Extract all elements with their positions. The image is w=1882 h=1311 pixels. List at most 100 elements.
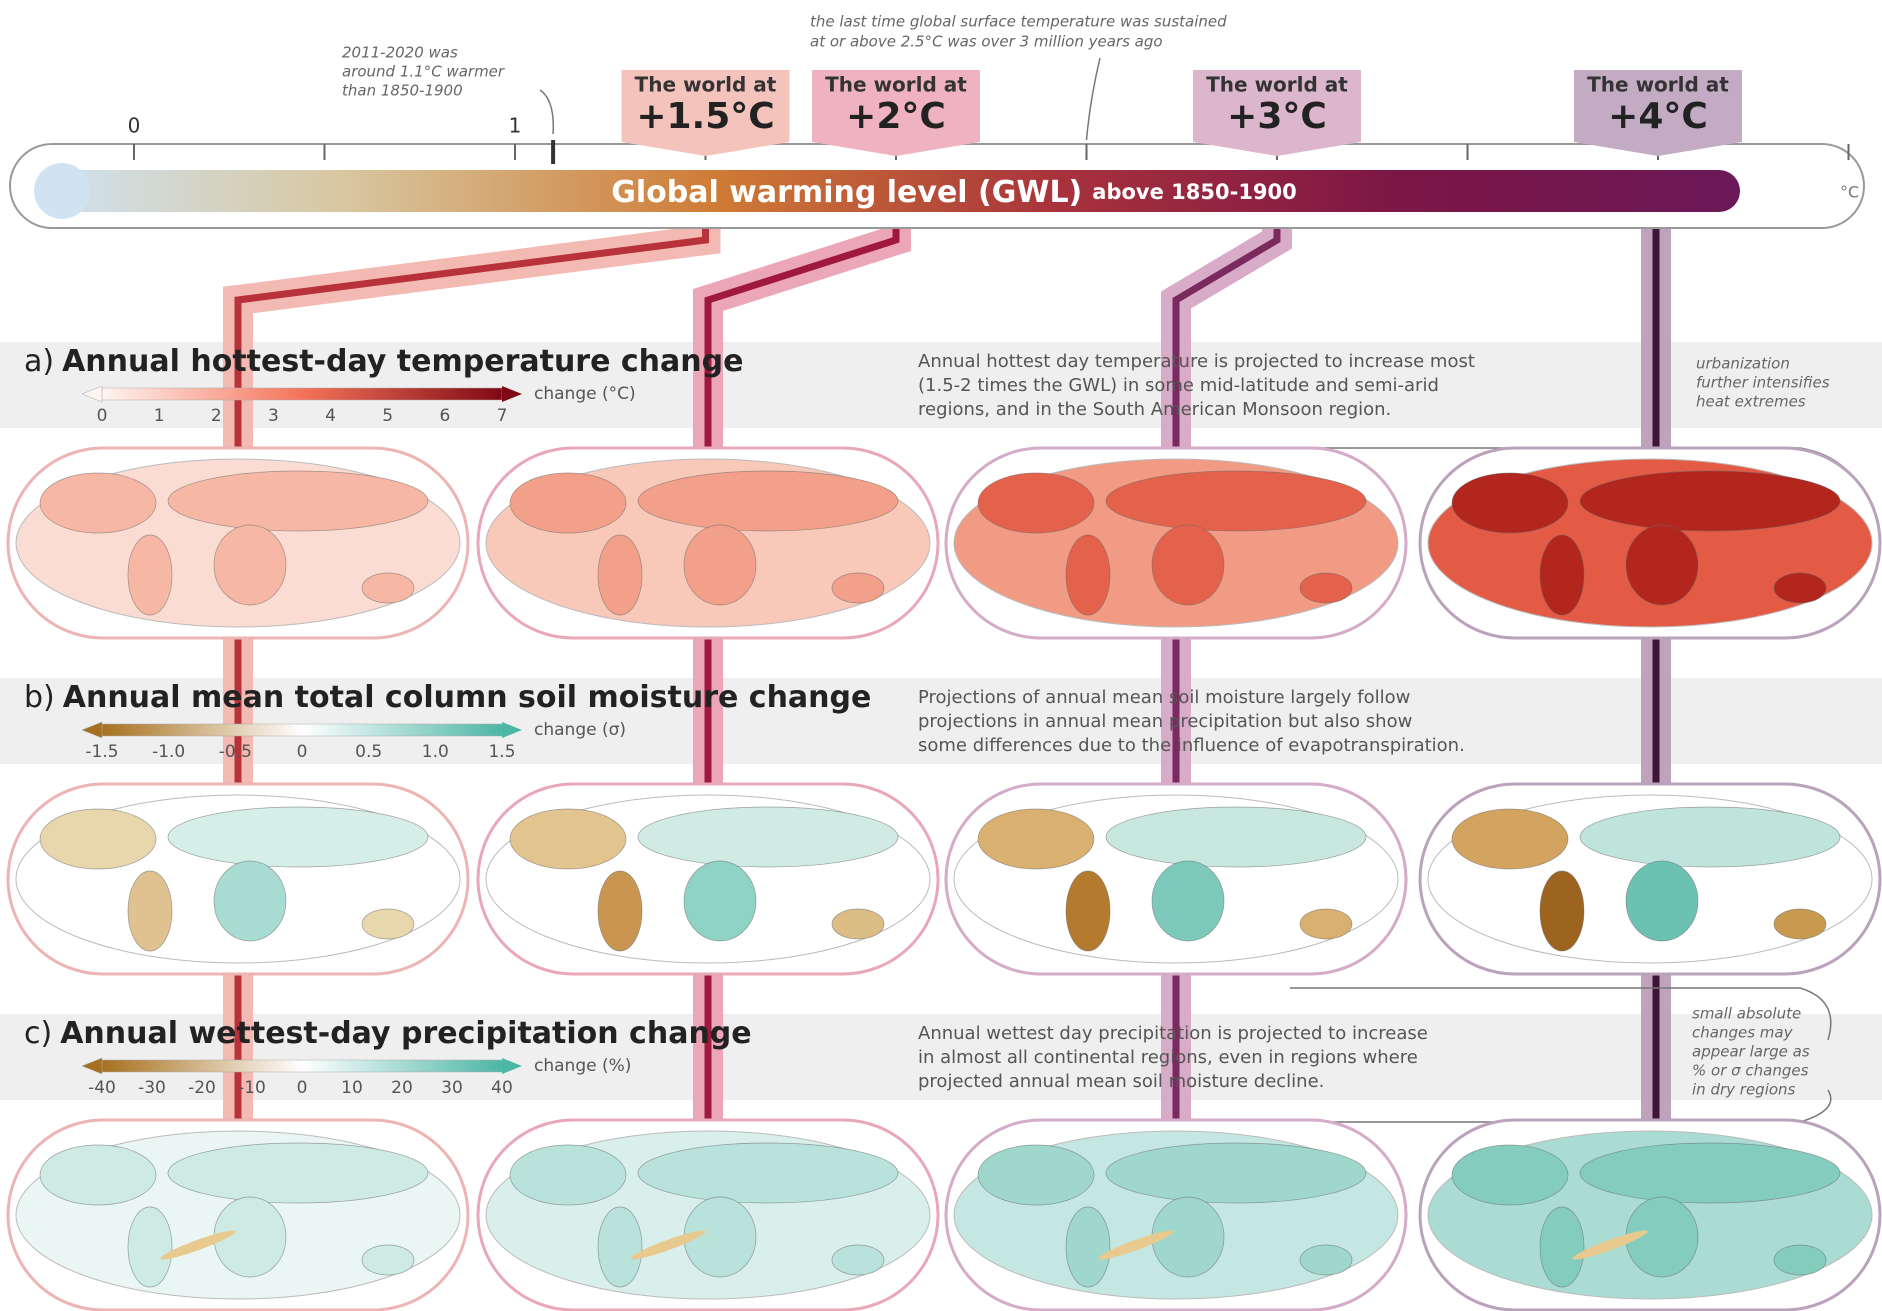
map-land [977,808,1095,870]
map-land [1539,1206,1585,1288]
thermometer-title: Global warming level (GWL) above 1850-190… [611,175,1297,210]
map-feature [1098,1230,1174,1260]
thermometer-tick-label: 1 [509,114,522,138]
annotation: the last time global surface temperature… [810,13,1227,31]
header-band [0,1014,1882,1100]
map-land [1625,860,1699,942]
thermometer-bar [36,170,1740,212]
map-land [361,908,415,940]
map-land [361,1244,415,1276]
annotation: further intensifies [1696,374,1830,392]
map-land [637,806,899,868]
legend-tick-label: 0 [297,1078,308,1098]
legend-tick-label: 2 [211,406,222,426]
description: projections in annual mean precipitation… [918,711,1412,732]
map-land [1579,470,1841,532]
map-land [1151,860,1225,942]
map-land [167,1142,429,1204]
map-land [1065,1206,1111,1288]
legend-tick-label: -0.5 [219,742,252,762]
map-land [39,808,157,870]
world-prefix: The world at [1587,73,1729,97]
thermometer-bulb [34,163,90,219]
map-land [127,1206,173,1288]
panel-letter: c) [24,1016,52,1051]
description: some differences due to the influence of… [918,735,1465,756]
annotation: changes may [1692,1024,1794,1042]
map-land [1773,572,1827,604]
colorbar [101,387,503,401]
annotation: urbanization [1696,355,1790,373]
header-band [0,342,1882,428]
colorbar [101,723,503,737]
map-land [1451,808,1569,870]
panel-title: a) Annual hottest-day temperature change [24,344,743,379]
map-feature [160,1230,236,1260]
world-level: +1.5°C [636,96,774,137]
map-land [1539,870,1585,952]
world-box [812,70,980,156]
description: projected annual mean soil moisture decl… [918,1071,1324,1092]
colorbar [101,1059,503,1073]
map-land [213,860,287,942]
world-box [621,70,790,156]
legend-tick-label: 3 [268,406,279,426]
world-box [1574,70,1742,156]
colorbar-arrow [502,1058,522,1074]
legend-label: change (%) [534,1056,631,1076]
map-land [1451,472,1569,534]
panel-title-text: Annual wettest-day precipitation change [60,1016,751,1051]
title-rest: above 1850-1900 [1092,180,1296,204]
legend-tick-label: 6 [439,406,450,426]
map-land [683,860,757,942]
annotation-arrow [539,89,555,135]
map-land [683,524,757,606]
legend-tick-label: -40 [88,1078,116,1098]
map-feature [630,1230,706,1260]
description: regions, and in the South American Monso… [918,399,1391,420]
legend-tick-label: 1 [154,406,165,426]
map-land [1773,908,1827,940]
map-land [831,908,885,940]
description: (1.5-2 times the GWL) in some mid-latitu… [918,375,1439,396]
legend-tick-label: 7 [497,406,508,426]
world-prefix: The world at [825,73,967,97]
legend-tick-label: -10 [238,1078,266,1098]
map-land [1151,524,1225,606]
panel-letter: a) [24,344,54,379]
map-land [39,1144,157,1206]
panel-title: b) Annual mean total column soil moisture… [24,680,871,715]
panel-title-text: Annual mean total column soil moisture c… [63,680,872,715]
header-band [0,678,1882,764]
description: Projections of annual mean soil moisture… [918,687,1410,708]
map-feature [1572,1230,1648,1260]
map-land [509,472,627,534]
world-level: +4°C [1608,96,1708,137]
thermometer-tick-label: 0 [128,114,141,138]
annotation: % or σ changes [1692,1062,1809,1080]
colorbar-arrow [502,722,522,738]
legend-label: change (°C) [534,384,636,404]
legend-tick-label: 40 [491,1078,513,1098]
map-land [831,1244,885,1276]
annotation: around 1.1°C warmer [342,63,505,81]
legend-label: change (σ) [534,720,626,740]
annotation: than 1850-1900 [342,82,463,100]
unit-label: °C [1840,183,1859,202]
map-land [127,870,173,952]
map-land [1105,470,1367,532]
annotation-arrow [1085,57,1101,141]
map-land [597,1206,643,1288]
annotation: at or above 2.5°C was over 3 million yea… [810,33,1163,51]
map-land [167,470,429,532]
legend-tick-label: 10 [341,1078,363,1098]
panel-title: c) Annual wettest-day precipitation chang… [24,1016,752,1051]
map-land [1065,534,1111,616]
description: Annual hottest day temperature is projec… [918,351,1475,372]
map-land [1579,1142,1841,1204]
legend-tick-label: 0.5 [355,742,382,762]
world-prefix: The world at [635,73,777,97]
colorbar-arrow [502,386,522,402]
map-land [1773,1244,1827,1276]
